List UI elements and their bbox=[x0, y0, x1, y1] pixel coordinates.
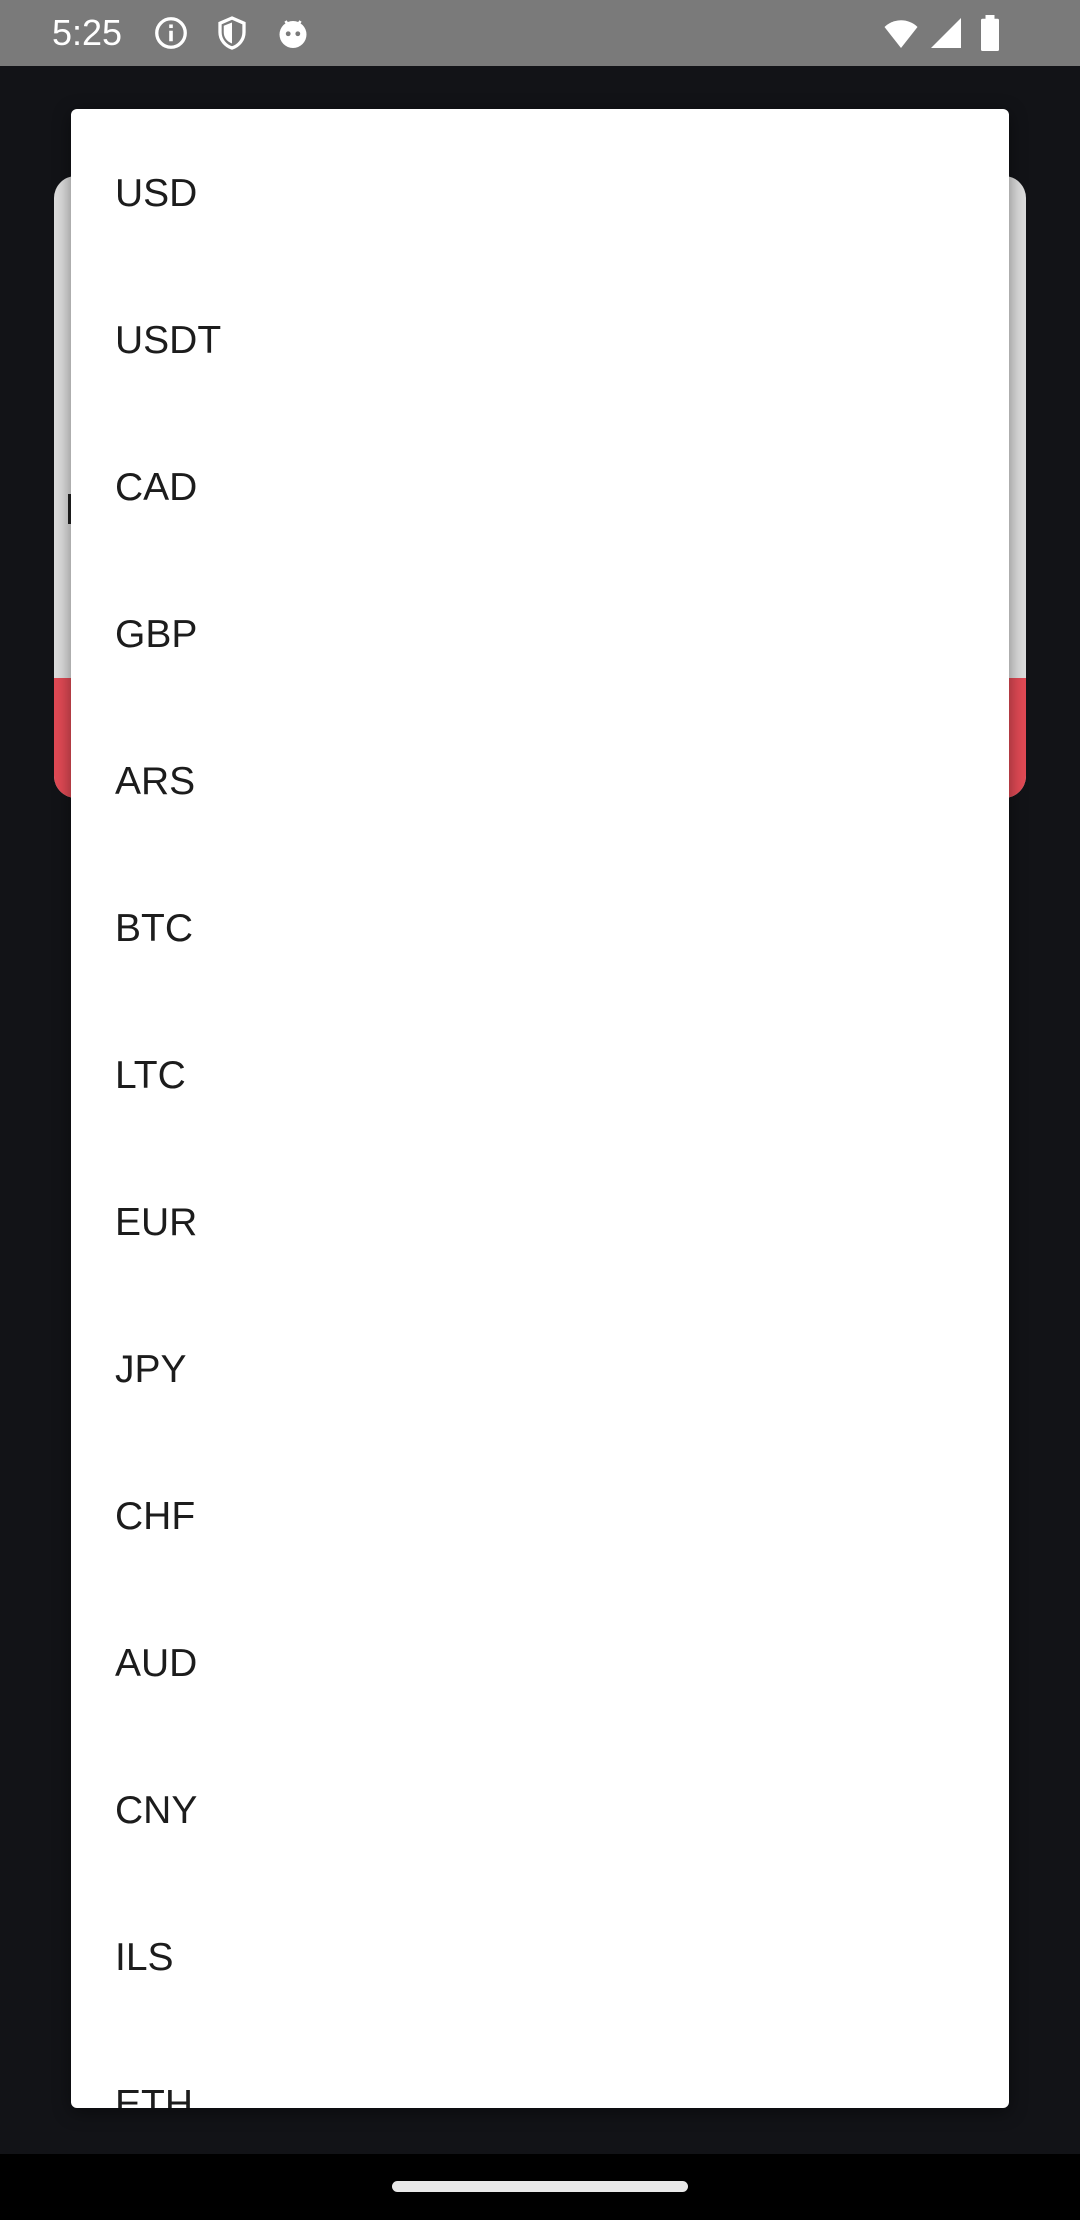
currency-option-eth[interactable]: ETH bbox=[71, 2080, 1009, 2108]
battery-icon bbox=[976, 15, 1004, 51]
currency-option-label: EUR bbox=[115, 1201, 198, 1244]
currency-option-btc[interactable]: BTC bbox=[71, 904, 1009, 1051]
currency-option-cad[interactable]: CAD bbox=[71, 463, 1009, 610]
currency-option-label: LTC bbox=[115, 1054, 186, 1097]
android-face-icon bbox=[275, 15, 311, 51]
currency-option-ils[interactable]: ILS bbox=[71, 1933, 1009, 2080]
wifi-icon bbox=[880, 15, 922, 51]
currency-option-label: ILS bbox=[115, 1936, 174, 1979]
currency-option-usdt[interactable]: USDT bbox=[71, 316, 1009, 463]
currency-option-chf[interactable]: CHF bbox=[71, 1492, 1009, 1639]
currency-option-aud[interactable]: AUD bbox=[71, 1639, 1009, 1786]
currency-option-cny[interactable]: CNY bbox=[71, 1786, 1009, 1933]
currency-option-label: JPY bbox=[115, 1348, 187, 1391]
home-indicator[interactable] bbox=[392, 2181, 688, 2192]
shield-icon bbox=[214, 15, 250, 51]
currency-option-label: BTC bbox=[115, 907, 193, 950]
text-cursor bbox=[68, 494, 72, 524]
currency-option-jpy[interactable]: JPY bbox=[71, 1345, 1009, 1492]
currency-option-label: AUD bbox=[115, 1642, 198, 1685]
cell-signal-icon bbox=[928, 15, 964, 51]
currency-option-label: CAD bbox=[115, 466, 198, 509]
currency-option-usd[interactable]: USD bbox=[71, 169, 1009, 316]
currency-option-label: USDT bbox=[115, 319, 222, 362]
status-bar: 5:25 bbox=[0, 0, 1080, 66]
currency-option-ltc[interactable]: LTC bbox=[71, 1051, 1009, 1198]
currency-option-label: CNY bbox=[115, 1789, 198, 1832]
status-time: 5:25 bbox=[52, 12, 123, 53]
info-icon bbox=[153, 15, 189, 51]
currency-dropdown-menu: USD USDT CAD GBP ARS BTC LTC EUR JPY CHF… bbox=[71, 109, 1009, 2108]
currency-option-label: GBP bbox=[115, 613, 198, 656]
currency-option-label: ETH bbox=[115, 2083, 193, 2108]
currency-option-label: USD bbox=[115, 172, 198, 215]
currency-option-eur[interactable]: EUR bbox=[71, 1198, 1009, 1345]
currency-option-label: CHF bbox=[115, 1495, 196, 1538]
currency-list: USD USDT CAD GBP ARS BTC LTC EUR JPY CHF… bbox=[71, 109, 1009, 2108]
currency-option-gbp[interactable]: GBP bbox=[71, 610, 1009, 757]
currency-option-ars[interactable]: ARS bbox=[71, 757, 1009, 904]
currency-option-label: ARS bbox=[115, 760, 196, 803]
